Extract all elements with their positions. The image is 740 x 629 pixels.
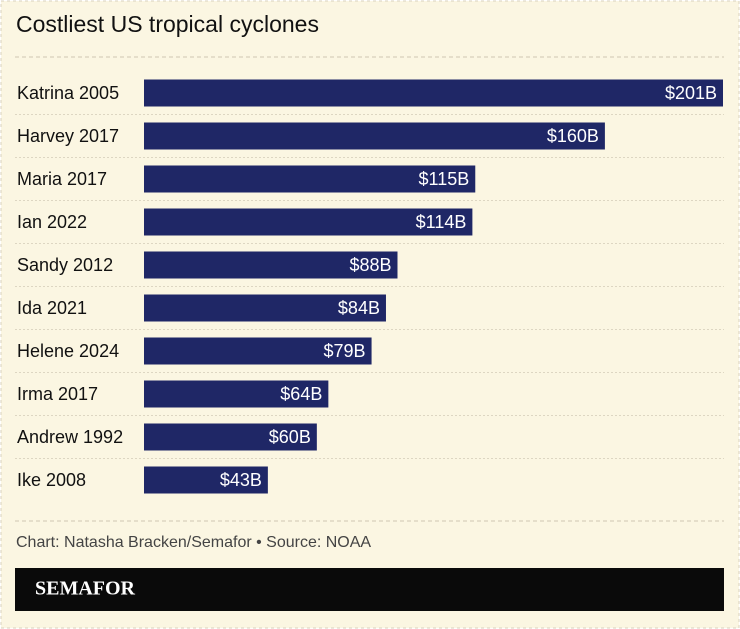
category-label: Ida 2021 xyxy=(17,298,87,318)
source-note: Chart: Natasha Bracken/Semafor • Source:… xyxy=(16,534,371,551)
value-label: $88B xyxy=(349,255,391,275)
value-label: $84B xyxy=(338,298,380,318)
bar xyxy=(144,466,268,494)
category-label: Katrina 2005 xyxy=(17,83,119,103)
bar xyxy=(144,294,386,322)
value-label: $115B xyxy=(419,169,470,189)
value-label: $79B xyxy=(324,341,366,361)
chart-title: Costliest US tropical cyclones xyxy=(16,11,319,37)
category-label: Harvey 2017 xyxy=(17,126,119,146)
brand-logo: SEMAFOR xyxy=(35,578,136,600)
bar xyxy=(144,122,605,150)
value-label: $64B xyxy=(280,384,322,404)
bar xyxy=(144,337,372,365)
bar xyxy=(144,380,329,408)
category-label: Irma 2017 xyxy=(17,384,98,404)
value-label: $201B xyxy=(665,83,717,103)
category-label: Helene 2024 xyxy=(17,341,119,361)
brand-bar xyxy=(15,568,724,611)
category-label: Sandy 2012 xyxy=(17,255,113,275)
value-label: $60B xyxy=(269,427,311,447)
category-label: Ian 2022 xyxy=(17,212,87,232)
category-label: Andrew 1992 xyxy=(17,427,123,447)
value-label: $43B xyxy=(220,470,262,490)
value-label: $114B xyxy=(416,212,467,232)
category-label: Maria 2017 xyxy=(17,169,107,189)
value-label: $160B xyxy=(547,126,599,146)
category-label: Ike 2008 xyxy=(17,470,86,490)
bar xyxy=(144,423,317,451)
bar xyxy=(144,251,398,279)
bar xyxy=(144,208,473,236)
bar xyxy=(144,165,476,193)
bar xyxy=(144,79,723,107)
